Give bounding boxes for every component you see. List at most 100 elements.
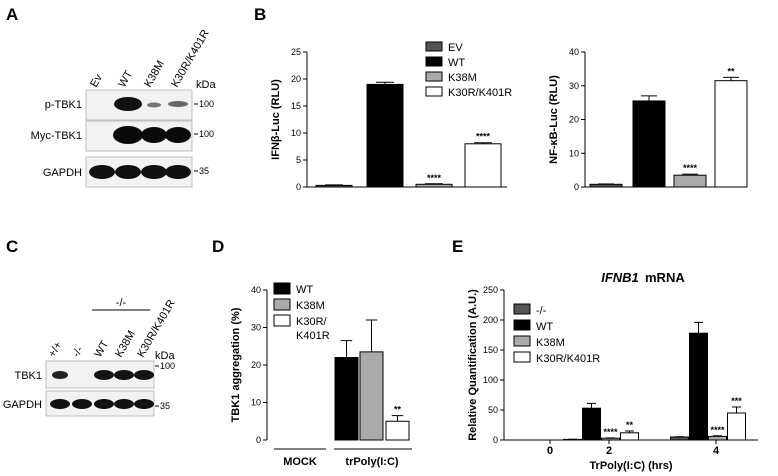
- legend-label: -/-: [536, 305, 547, 317]
- significance-label: **: [626, 420, 634, 430]
- blot-band: [134, 399, 154, 409]
- y-tick-label: 15: [291, 101, 301, 111]
- legend-label: K38M: [448, 72, 477, 84]
- legend-swatch: [273, 298, 291, 311]
- y-tick-label: 0: [296, 182, 301, 192]
- legend-label: K30R/K401R: [536, 353, 600, 365]
- legend-swatch: [513, 351, 531, 363]
- blot-band: [141, 127, 167, 143]
- legend-label: WT: [536, 321, 553, 333]
- bar: [366, 83, 404, 188]
- group-label: -/-: [116, 297, 127, 309]
- group-label: trPoly(I:C): [345, 456, 399, 468]
- legend-swatch: [425, 71, 443, 82]
- row-label: TBK1: [14, 370, 42, 382]
- blot-band: [113, 126, 143, 144]
- kda-marker: 100: [199, 99, 214, 109]
- chart-tbk1-aggregation: 0 10 20 30 40 TBK1 aggregation (%) ** MOCK trPol…: [230, 282, 412, 468]
- y-tick-label: 20: [291, 74, 301, 84]
- y-tick-label: 0: [493, 435, 498, 445]
- blot-band: [94, 399, 114, 409]
- y-tick-label: 50: [488, 405, 498, 415]
- bar: [673, 174, 707, 188]
- bar: [334, 357, 359, 441]
- group-label: MOCK: [283, 456, 317, 468]
- blot-band: [114, 399, 134, 409]
- legend-swatch: [513, 319, 531, 331]
- y-axis-label: IFNβ-Luc (RLU): [270, 79, 282, 160]
- lane-label: +/+: [46, 340, 64, 360]
- legend-label: K38M: [536, 337, 565, 349]
- bar: [620, 432, 639, 441]
- kda-header: kDa: [155, 350, 175, 362]
- blot-band: [52, 371, 68, 379]
- legend-label: WT: [448, 57, 465, 69]
- chart-ifnb1-mrna: 0 50 100 150 200 250 Relative Quantification (…: [467, 270, 758, 472]
- bar: [582, 407, 601, 441]
- kda-header: kDa: [196, 79, 216, 91]
- panel-label-a: A: [6, 5, 18, 24]
- lane-label: WT: [92, 338, 111, 359]
- blot-band: [114, 97, 142, 111]
- panel-label-b: B: [254, 5, 266, 24]
- lane-label: WT: [116, 68, 135, 89]
- blot-band: [115, 165, 141, 179]
- row-label: GAPDH: [3, 399, 42, 411]
- y-tick-label: 10: [251, 398, 261, 408]
- kda-marker: 35: [160, 401, 170, 411]
- y-tick-label: 200: [483, 315, 498, 325]
- significance-label: **: [394, 405, 402, 415]
- significance-label: ***: [731, 396, 742, 406]
- y-axis-label: TBK1 aggregation (%): [230, 307, 242, 422]
- chart-title-suffix: mRNA: [645, 270, 685, 285]
- legend-swatch: [425, 86, 443, 97]
- blot-band: [94, 370, 114, 380]
- bar: [601, 437, 620, 441]
- row-label: Myc-TBK1: [31, 130, 82, 142]
- y-tick-label: 10: [291, 128, 301, 138]
- legend-swatch: [273, 314, 291, 327]
- y-tick-label: 0: [574, 182, 579, 192]
- blot-band: [165, 127, 191, 143]
- blot-band: [165, 165, 191, 179]
- x-tick-label: 0: [547, 445, 553, 457]
- kda-marker: 100: [199, 129, 214, 139]
- y-tick-label: 20: [569, 115, 579, 125]
- legend-label: K30R/: [296, 316, 328, 328]
- panel-label-d: D: [212, 237, 224, 256]
- lane-label: Ev: [88, 72, 105, 90]
- blot-band: [114, 370, 134, 380]
- y-tick-label: 250: [483, 285, 498, 295]
- row-label: p-TBK1: [45, 99, 82, 111]
- panel-label-e: E: [452, 237, 463, 256]
- y-tick-label: 40: [251, 285, 261, 295]
- bar: [708, 435, 727, 441]
- y-tick-label: 150: [483, 345, 498, 355]
- panel-label-c: C: [6, 237, 18, 256]
- bar: [714, 80, 748, 188]
- significance-label: ****: [683, 163, 698, 173]
- lane-label: K38M: [142, 59, 167, 90]
- blot-band: [72, 399, 92, 409]
- bar: [464, 143, 502, 188]
- y-tick-label: 10: [569, 148, 579, 158]
- y-tick-label: 25: [291, 47, 301, 57]
- x-tick-label: 2: [606, 445, 612, 457]
- legend-label: K38M: [296, 300, 325, 312]
- y-tick-label: 100: [483, 375, 498, 385]
- blot-c: -/- +/+ -/- WT K38M K30R/K401R kDa TBK1 …: [3, 297, 178, 417]
- bar: [589, 183, 623, 188]
- significance-label: ****: [476, 132, 491, 142]
- bar: [689, 332, 708, 441]
- bar: [670, 436, 689, 441]
- legend-swatch: [425, 41, 443, 52]
- chart-title: IFNB1: [601, 270, 639, 285]
- bar: [359, 351, 384, 441]
- legend-label: K30R/K401R: [448, 87, 512, 99]
- significance-label: ****: [710, 425, 725, 435]
- blot-band: [134, 370, 154, 380]
- legend-swatch: [513, 303, 531, 315]
- bar: [385, 420, 410, 441]
- chart-ifnb-luc: 0 5 10 15 20 25 IFNβ-Luc (RLU) **** **** EV WT K38M…: [270, 41, 512, 192]
